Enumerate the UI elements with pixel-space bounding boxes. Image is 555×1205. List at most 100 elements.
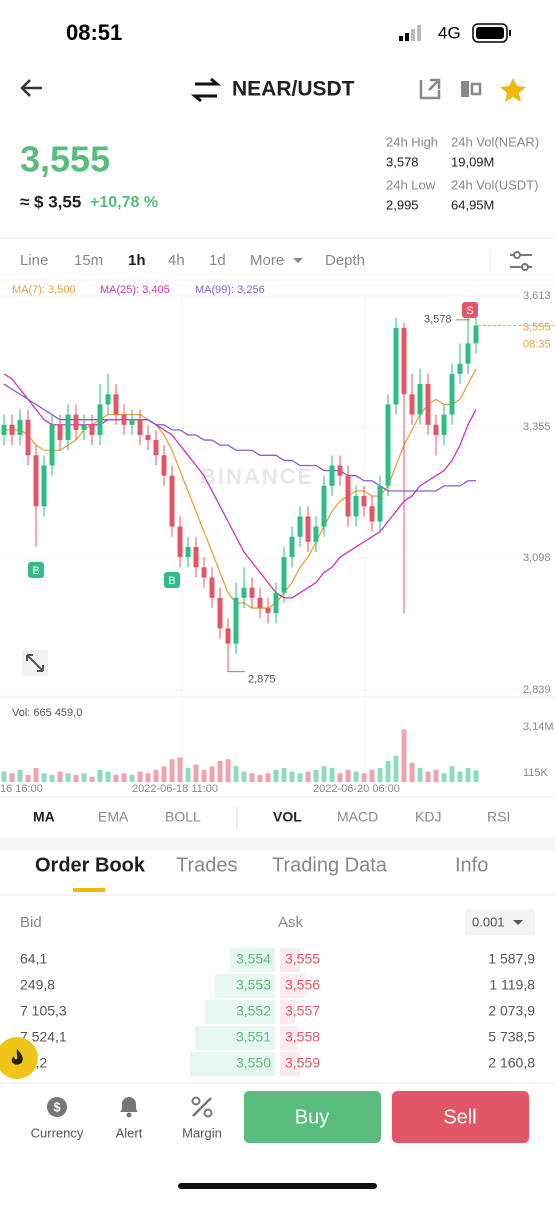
volume-bar <box>313 769 319 782</box>
indicator-tab[interactable]: VOL <box>273 809 302 825</box>
ask-header: Ask <box>278 914 304 931</box>
dropdown-arrow <box>293 258 303 263</box>
precision: 0.001 <box>472 914 505 929</box>
candle-body <box>305 516 311 542</box>
indicator-tab[interactable]: MACD <box>337 809 378 825</box>
nav-label[interactable]: Currency <box>31 1125 84 1140</box>
volume-bar <box>289 771 295 782</box>
volume-bar <box>17 769 23 782</box>
candle-body <box>97 404 103 435</box>
ask-price: 3,556 <box>285 977 320 993</box>
settings-icon[interactable] <box>510 251 532 271</box>
indicator-tab[interactable]: KDJ <box>415 809 441 825</box>
volume-bar <box>297 773 303 782</box>
volume-bar <box>57 771 63 782</box>
candle-body <box>337 465 343 476</box>
ask-amount: 1 119,8 <box>489 977 535 993</box>
back-button[interactable] <box>20 79 42 97</box>
x-tick-label: 16 16:00 <box>0 783 43 795</box>
indicator-tab[interactable]: RSI <box>487 809 510 825</box>
volume-bar <box>401 729 407 782</box>
volume-bar <box>49 774 55 782</box>
volume-bar <box>145 773 151 782</box>
bid-price: 3,552 <box>236 1003 271 1019</box>
volume-bar <box>385 760 391 782</box>
ask-amount: 2 073,9 <box>488 1003 535 1019</box>
candle-body <box>129 419 135 425</box>
x-tick-label: 2022-06-20 06:00 <box>313 783 400 795</box>
indicator-tab[interactable]: EMA <box>98 809 129 825</box>
volume-bar <box>233 766 239 782</box>
last-price: 3,555 <box>20 139 110 180</box>
ma-legend: MA(99): 3,256 <box>195 284 265 296</box>
candle-body <box>465 343 471 364</box>
precision-select[interactable] <box>465 910 535 935</box>
nav-label[interactable]: Margin <box>182 1125 222 1140</box>
volume-bar <box>129 774 135 782</box>
volume-bar <box>177 757 183 782</box>
candle-body <box>137 419 143 435</box>
volume-bar <box>193 764 199 782</box>
interval-tab[interactable]: 4h <box>168 252 185 269</box>
buy-label[interactable]: Buy <box>295 1106 329 1128</box>
candle-body <box>353 496 359 517</box>
candle-body <box>81 424 87 430</box>
volume-bar <box>169 759 175 782</box>
trade-marker-label: B <box>32 565 39 577</box>
ma-legend: MA(25): 3,405 <box>100 284 170 296</box>
y-tick-label: 3,098 <box>523 552 551 564</box>
bid-price: 3,550 <box>236 1055 271 1071</box>
candle-body <box>201 567 207 578</box>
buy-button[interactable] <box>244 1091 381 1143</box>
watermark: BINANCE <box>200 464 314 489</box>
nav-label[interactable]: Alert <box>116 1125 143 1140</box>
ma-line <box>3 373 477 599</box>
section-tab[interactable]: Trades <box>176 854 238 876</box>
interval-tab[interactable]: 15m <box>74 252 103 269</box>
candle-body <box>369 506 375 522</box>
volume-bar <box>433 769 439 782</box>
candle-body <box>169 475 175 527</box>
sell-button[interactable] <box>392 1091 529 1143</box>
y-tick-label: 3,613 <box>523 290 551 302</box>
candle-body <box>193 546 199 568</box>
indicator-tab[interactable]: MA <box>33 809 55 825</box>
expand-icon[interactable] <box>22 650 48 676</box>
ask-amount: 1 587,9 <box>488 951 535 967</box>
stat-value: 3,578 <box>386 154 419 169</box>
stat-value: 64,95M <box>451 197 494 212</box>
section-tab[interactable]: Info <box>455 854 488 876</box>
bid-amount: 7 524,1 <box>20 1029 67 1045</box>
section-tab[interactable]: Trading Data <box>272 854 388 876</box>
candle-body <box>385 404 391 486</box>
clock: 08:51 <box>66 20 122 45</box>
depth-bars <box>190 948 305 1076</box>
interval-tab[interactable]: Depth <box>325 252 365 269</box>
interval-tab[interactable]: 1h <box>128 252 146 269</box>
candle-body <box>49 424 55 466</box>
volume-bar <box>249 773 255 782</box>
indicator-tab[interactable]: BOLL <box>165 809 201 825</box>
candle-body <box>473 325 479 344</box>
sell-label[interactable]: Sell <box>443 1106 476 1128</box>
candle-body <box>425 384 431 425</box>
volume-bar <box>153 769 159 782</box>
svg-text:$: $ <box>53 1099 61 1114</box>
ma-legend: MA(7): 3,500 <box>12 284 76 296</box>
ask-price: 3,555 <box>285 951 320 967</box>
volume-tick-label: 3,14M <box>523 721 554 733</box>
candle-body <box>1 424 7 435</box>
interval-tab[interactable]: 1d <box>209 252 226 269</box>
interval-tab[interactable]: More <box>250 252 284 269</box>
candle-body <box>401 328 407 395</box>
volume-bar <box>185 767 191 782</box>
interval-tab[interactable]: Line <box>20 252 48 269</box>
candle-body <box>449 373 455 415</box>
volume-bar <box>225 759 231 782</box>
volume-bar <box>337 773 343 782</box>
candle-body <box>265 608 271 614</box>
candle-body <box>345 475 351 517</box>
bid-header: Bid <box>20 914 42 931</box>
y-tick-label: 3,355 <box>523 421 551 433</box>
section-tab[interactable]: Order Book <box>35 854 146 876</box>
